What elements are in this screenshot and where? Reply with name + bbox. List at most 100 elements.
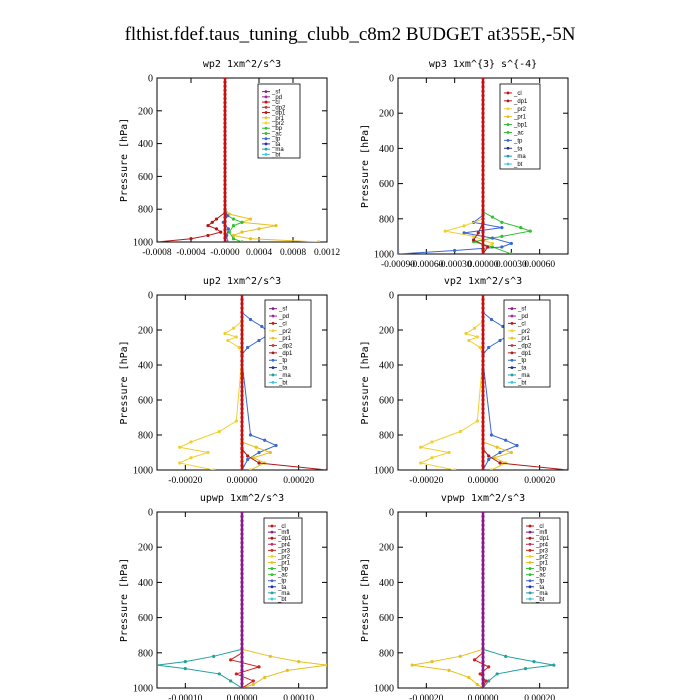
panel-title: up2 1xm^2/s^3 xyxy=(203,276,281,287)
series-marker xyxy=(552,663,556,667)
series-marker xyxy=(223,203,227,207)
series-marker xyxy=(481,528,485,532)
legend-label: _pd xyxy=(271,95,282,101)
series-marker xyxy=(248,237,253,241)
x-tick-label: 0.00000 xyxy=(468,694,499,700)
y-tick-label: 400 xyxy=(379,578,394,589)
series-marker xyxy=(240,616,244,620)
x-tick-label: -0.0004 xyxy=(176,248,206,258)
legend-box xyxy=(503,299,551,388)
y-tick-label: 1000 xyxy=(374,466,394,477)
budget-panel: wp2 1xm^2/s^3 Pressure [hPa] 0 200 400 600 800… xyxy=(119,59,340,258)
series-marker xyxy=(210,220,214,224)
x-tick-label: 0.00020 xyxy=(283,476,314,486)
series-marker xyxy=(475,335,479,339)
series-marker xyxy=(223,154,227,158)
series-marker xyxy=(495,445,499,449)
series-marker xyxy=(225,214,230,218)
series-marker xyxy=(223,129,227,133)
series-marker xyxy=(240,394,244,398)
series-marker xyxy=(481,155,485,159)
y-tick-label: 800 xyxy=(379,214,394,225)
legend-marker xyxy=(510,366,514,369)
y-tick-label: 0 xyxy=(389,508,394,519)
series-marker xyxy=(240,376,244,380)
series-marker xyxy=(240,420,244,424)
plot-area xyxy=(178,295,327,470)
series-marker xyxy=(223,146,227,150)
series-marker xyxy=(481,398,485,402)
series-marker xyxy=(481,633,485,637)
series-marker xyxy=(481,523,485,527)
series-marker xyxy=(481,620,485,624)
series-marker xyxy=(254,445,258,449)
series-marker xyxy=(504,654,508,658)
legend-marker xyxy=(264,100,268,104)
series-marker xyxy=(487,679,491,683)
series-marker xyxy=(226,338,230,343)
series-marker xyxy=(231,237,236,241)
series-marker xyxy=(481,116,485,120)
series-marker xyxy=(481,212,485,216)
legend-marker xyxy=(264,90,268,94)
y-tick-label: 0 xyxy=(148,508,153,519)
legend-marker xyxy=(270,548,274,552)
budget-panel: upwp 1xm^2/s^3 Pressure [hPa] 0 200 400 600 80… xyxy=(119,493,328,700)
series-marker xyxy=(500,226,504,230)
series-marker xyxy=(217,429,221,434)
legend-label: _ac xyxy=(513,130,524,136)
legend-marker xyxy=(506,123,510,126)
legend-marker xyxy=(270,579,274,583)
series-marker xyxy=(223,199,227,203)
series-line xyxy=(178,320,243,470)
series-marker xyxy=(443,229,447,233)
legend-marker xyxy=(510,322,514,325)
series-marker xyxy=(481,576,485,580)
series-marker xyxy=(240,380,244,385)
series-marker xyxy=(490,236,495,240)
series-marker xyxy=(500,245,504,249)
legend-label: _pd xyxy=(517,314,528,320)
y-tick-label: 400 xyxy=(379,361,394,372)
y-tick-label: 0 xyxy=(389,291,394,302)
legend-label: _pr2 xyxy=(517,329,531,335)
series-marker xyxy=(240,328,244,332)
series-marker xyxy=(481,332,485,336)
legend-marker xyxy=(506,146,510,150)
series-marker xyxy=(481,359,485,363)
legend-marker xyxy=(270,524,274,528)
legend-marker xyxy=(528,542,532,546)
series-marker xyxy=(523,667,528,671)
series-marker xyxy=(231,233,236,238)
series-marker xyxy=(509,450,513,455)
legend-label: _dp2 xyxy=(278,344,293,350)
series-marker xyxy=(481,385,485,389)
series-marker xyxy=(481,567,485,571)
y-tick-label: 200 xyxy=(138,326,153,337)
series-marker xyxy=(212,654,216,658)
legend-marker xyxy=(528,561,532,564)
legend-marker xyxy=(264,152,268,156)
series-marker xyxy=(495,672,499,676)
y-tick-label: 200 xyxy=(138,543,153,554)
series-marker xyxy=(240,297,244,301)
series-marker xyxy=(240,446,244,450)
series-marker xyxy=(240,341,244,345)
legend-label: _ma xyxy=(535,591,548,597)
series-marker xyxy=(481,468,485,470)
series-marker xyxy=(240,402,244,406)
series-marker xyxy=(481,602,485,607)
series-marker xyxy=(481,324,485,328)
series-marker xyxy=(257,461,261,465)
series-marker xyxy=(240,332,244,336)
series-marker xyxy=(481,221,485,225)
panel-title: upwp 1xm^2/s^3 xyxy=(200,493,284,504)
legend-marker xyxy=(510,373,514,377)
y-tick-label: 1000 xyxy=(133,238,153,249)
series-marker xyxy=(223,105,227,109)
series-marker xyxy=(223,236,227,240)
series-marker xyxy=(246,345,250,350)
legend-marker xyxy=(270,536,274,540)
legend-label: _ac xyxy=(271,131,282,137)
